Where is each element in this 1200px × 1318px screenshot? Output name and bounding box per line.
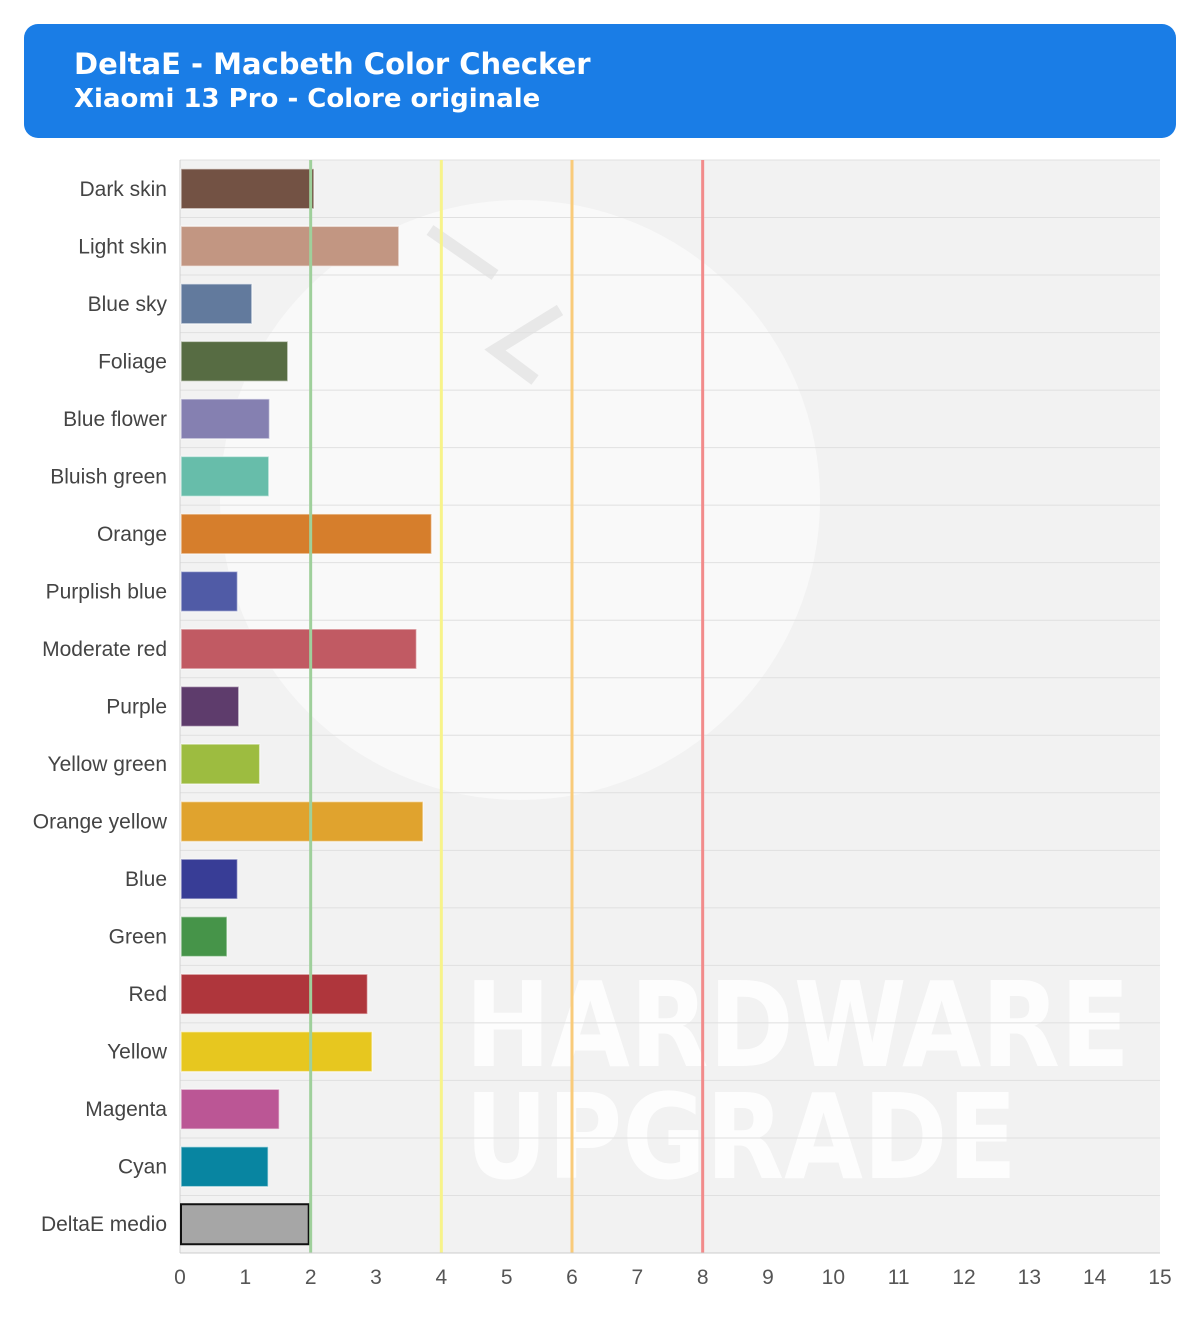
- category-label: Magenta: [85, 1098, 167, 1121]
- bar-blue: [180, 858, 239, 900]
- bar-light-skin: [180, 225, 400, 268]
- category-label: Moderate red: [42, 638, 167, 661]
- x-tick-label: 13: [1018, 1266, 1041, 1289]
- bar-foliage: [180, 340, 289, 383]
- x-tick-label: 11: [888, 1266, 910, 1289]
- bar-green: [180, 915, 228, 958]
- category-label: Blue flower: [63, 408, 167, 431]
- bar-blue-flower: [180, 398, 271, 440]
- bar-moderate-red: [180, 628, 418, 670]
- x-tick-label: 8: [697, 1266, 709, 1289]
- category-label: Yellow: [107, 1041, 168, 1064]
- chart-header: DeltaE - Macbeth Color Checker Xiaomi 13…: [24, 24, 1176, 138]
- category-label: Orange: [97, 523, 167, 546]
- bar-yellow: [180, 1030, 373, 1073]
- category-label: Foliage: [98, 350, 167, 373]
- bar-blue-sky: [180, 283, 253, 325]
- x-tick-label: 12: [952, 1266, 975, 1289]
- bars: [180, 168, 433, 1246]
- category-label: DeltaE medio: [41, 1213, 167, 1236]
- x-tick-label: 4: [435, 1266, 447, 1289]
- category-label: Green: [109, 926, 167, 949]
- category-label: Yellow green: [48, 753, 167, 776]
- x-tick-label: 0: [174, 1266, 186, 1289]
- category-label: Cyan: [118, 1156, 167, 1179]
- bar-deltae-medio: [180, 1203, 310, 1246]
- category-label: Bluish green: [50, 465, 167, 488]
- bar-yellow-green: [180, 743, 261, 785]
- category-label: Red: [128, 983, 167, 1006]
- bar-orange-yellow: [180, 800, 424, 843]
- chart-title: DeltaE - Macbeth Color Checker: [74, 47, 591, 81]
- category-label: Purplish blue: [46, 580, 167, 603]
- category-label: Purple: [106, 696, 167, 719]
- x-tick-label: 6: [566, 1266, 578, 1289]
- x-tick-label: 5: [501, 1266, 513, 1289]
- x-tick-label: 9: [762, 1266, 774, 1289]
- bar-bluish-green: [180, 455, 270, 498]
- bar-cyan: [180, 1145, 269, 1188]
- watermark-line-1: HARDWARE: [465, 956, 1130, 1094]
- x-tick-label: 14: [1083, 1266, 1107, 1289]
- bar-orange: [180, 513, 433, 555]
- bar-magenta: [180, 1088, 281, 1130]
- category-label: Blue: [125, 868, 167, 891]
- x-tick-label: 3: [370, 1266, 382, 1289]
- bar-purple: [180, 685, 240, 728]
- category-label: Blue sky: [88, 293, 168, 316]
- category-labels: Dark skin Light skin Blue sky Foliage Blue f…: [33, 178, 168, 1236]
- watermark-line-2: UPGRADE: [465, 1068, 1017, 1206]
- category-label: Orange yellow: [33, 811, 168, 834]
- x-tick-label: 2: [305, 1266, 317, 1289]
- x-tick-label: 10: [822, 1266, 845, 1289]
- reference-lines: [309, 160, 705, 1253]
- category-label: Dark skin: [79, 178, 167, 201]
- bar-purplish-blue: [180, 570, 239, 613]
- x-tick-label: 7: [631, 1266, 643, 1289]
- x-axis: 0 1 2 3 4 5 6 7 8 9 10 11 12 13 14 15: [174, 1252, 1172, 1289]
- chart-subtitle: Xiaomi 13 Pro - Colore originale: [74, 84, 541, 114]
- x-tick-label: 15: [1148, 1266, 1171, 1289]
- x-tick-label: 1: [239, 1266, 251, 1289]
- category-label: Light skin: [78, 235, 167, 258]
- bar-red: [180, 973, 369, 1015]
- bar-dark-skin: [180, 168, 315, 210]
- watermark-text: HARDWARE UPGRADE: [465, 956, 1130, 1206]
